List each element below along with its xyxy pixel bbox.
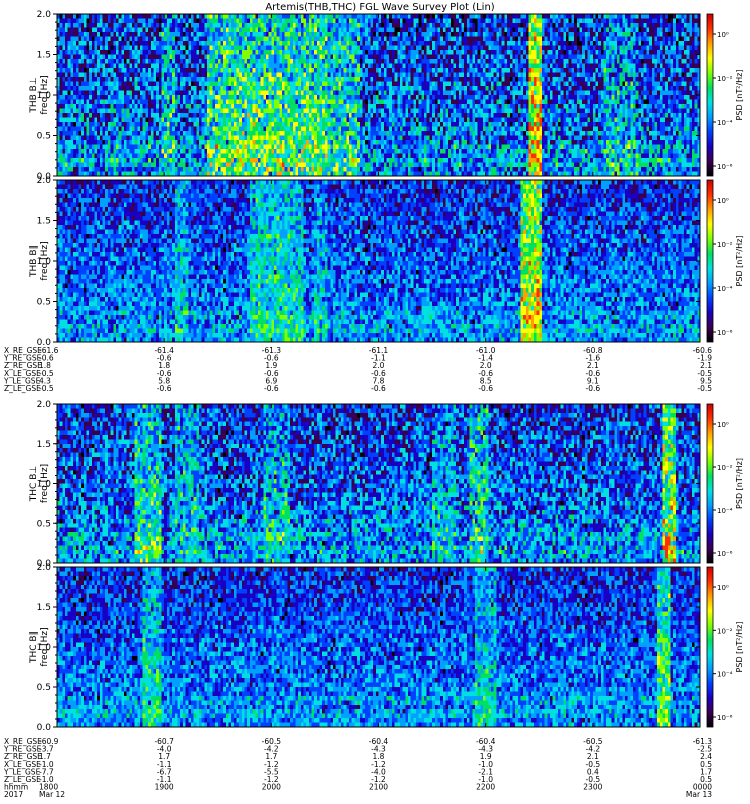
ytick-label: 1.5: [37, 51, 51, 61]
spectrogram-thb-bpar: [57, 180, 700, 342]
thc-ephemeris: X_RE_GSEY_RE_GSEZ_RE_GSEX_LE_GSEY_LE_GSE…: [3, 737, 712, 799]
ytick-label: 1.5: [37, 217, 51, 227]
colorbar: [707, 567, 713, 727]
colorbar-label: PSD [nT²/Hz]: [735, 622, 744, 673]
ylabel-axis: freq [Hz]: [40, 464, 50, 503]
spectrogram-thc-bperp: [57, 404, 700, 563]
colorbar: [707, 404, 713, 563]
colorbar-label: PSD [nT²/Hz]: [735, 236, 744, 287]
colorbar-tick-label: 10⁻⁴: [717, 285, 733, 293]
colorbar-tick-label: 10⁻²: [717, 464, 733, 472]
colorbar-tick-label: 10⁻⁴: [717, 671, 733, 679]
ephemeris-value: 2200: [476, 783, 495, 792]
colorbar-tick-label: 10⁰: [717, 197, 729, 205]
colorbar-tick-label: 10⁻⁴: [717, 119, 733, 127]
ylabel-axis: freq [Hz]: [40, 75, 50, 114]
ephemeris-value: Mar 13: [686, 790, 712, 799]
colorbar-tick-label: 10⁻⁶: [717, 163, 733, 171]
ylabel-axis: freq [Hz]: [40, 627, 50, 666]
ylabel-probe: THC B⊥: [29, 466, 39, 503]
colorbar-tick-label: 10⁰: [717, 584, 729, 592]
ephemeris-value: -0.6: [478, 384, 493, 393]
chart-title: Artemis(THB,THC) FGL Wave Survey Plot (L…: [265, 2, 494, 13]
ytick-label: 0.5: [37, 683, 51, 693]
ylabel-probe: THB B⊥: [29, 77, 39, 113]
colorbar-tick-label: 10⁰: [717, 31, 729, 39]
colorbar-tick-label: 10⁻⁴: [717, 507, 733, 515]
spectrogram-thb-bperp: [57, 14, 700, 176]
ephemeris-value: 2000: [262, 783, 281, 792]
ytick-label: 2.0: [37, 400, 52, 410]
colorbar-tick-label: 10⁻⁶: [717, 550, 733, 558]
ephemeris-value: -0.6: [586, 384, 601, 393]
ytick-label: 1.5: [37, 440, 51, 450]
ephemeris-value: Mar 12: [39, 790, 65, 799]
ephemeris-row-label: 2017: [4, 790, 23, 799]
ephemeris-value: -0.5: [39, 384, 54, 393]
ytick-label: 0.5: [37, 132, 51, 142]
ephemeris-value: 1900: [155, 783, 174, 792]
ytick-label: 2.0: [37, 10, 52, 20]
spectrogram-thc-bpar: [57, 567, 700, 727]
ephemeris-value: 2300: [583, 783, 602, 792]
colorbar-tick-label: 10⁻²: [717, 241, 733, 249]
ephemeris-value: 2100: [369, 783, 388, 792]
colorbar-tick-label: 10⁻²: [717, 75, 733, 83]
ytick-label: 0.5: [37, 298, 51, 308]
ytick-label: 0.0: [37, 723, 52, 733]
ytick-label: 0.5: [37, 519, 51, 529]
colorbar: [707, 14, 713, 176]
colorbar-tick-label: 10⁻²: [717, 627, 733, 635]
ytick-label: 2.0: [37, 563, 52, 573]
colorbar-label: PSD [nT²/Hz]: [735, 70, 744, 121]
colorbar: [707, 180, 713, 342]
ylabel-axis: freq [Hz]: [40, 241, 50, 280]
colorbar-tick-label: 10⁻⁶: [717, 714, 733, 722]
colorbar-label: PSD [nT²/Hz]: [735, 458, 744, 509]
ephemeris-value: -0.5: [697, 384, 712, 393]
ytick-label: 2.0: [37, 176, 52, 186]
ephemeris-value: -0.6: [371, 384, 386, 393]
ylabel-probe: THC B∥: [29, 631, 39, 664]
colorbar-tick-label: 10⁰: [717, 421, 729, 429]
ephemeris-value: -0.6: [264, 384, 279, 393]
thb-ephemeris: X_RE_GSEY_RE_GSEZ_RE_GSEX_LE_GSEY_LE_GSE…: [3, 346, 712, 393]
ylabel-probe: THB B∥: [29, 245, 39, 278]
ytick-label: 1.5: [37, 603, 51, 613]
ephemeris-row-label: Z_LE_GSE: [4, 384, 41, 393]
colorbar-tick-label: 10⁻⁶: [717, 329, 733, 337]
ephemeris-value: -0.6: [157, 384, 172, 393]
